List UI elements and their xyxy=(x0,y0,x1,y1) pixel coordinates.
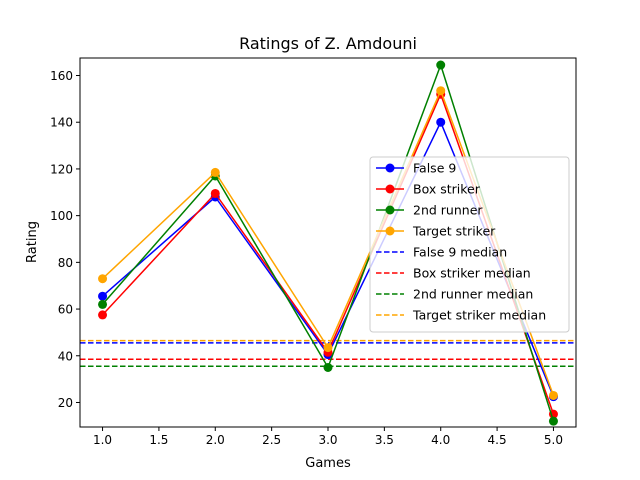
y-tick-label: 120 xyxy=(50,162,73,176)
x-axis-label: Games xyxy=(305,456,351,471)
data-point xyxy=(210,167,220,177)
data-point xyxy=(323,343,333,353)
legend-marker-swatch xyxy=(385,184,395,194)
y-axis: 20 40 60 80 100 120 140 160 xyxy=(50,69,80,410)
legend-item: Target striker median xyxy=(376,308,546,323)
y-tick-label: 140 xyxy=(50,116,73,130)
x-tick-label: 2.0 xyxy=(206,433,225,447)
data-point xyxy=(548,416,558,426)
legend-marker-swatch xyxy=(385,205,395,215)
x-tick-label: 1.0 xyxy=(93,433,112,447)
x-tick-label: 3.0 xyxy=(318,433,337,447)
y-tick-label: 60 xyxy=(58,303,73,317)
legend-marker-swatch xyxy=(385,226,395,236)
data-point xyxy=(323,362,333,372)
data-point xyxy=(98,310,108,320)
data-point xyxy=(210,188,220,198)
legend-item: False 9 xyxy=(376,161,456,176)
legend-item: Target striker xyxy=(376,224,496,239)
legend-label: Box striker median xyxy=(413,266,531,281)
data-point xyxy=(98,274,108,284)
y-tick-label: 20 xyxy=(58,396,73,410)
data-point xyxy=(436,117,446,127)
legend-label: 2nd runner xyxy=(413,203,483,218)
y-tick-label: 100 xyxy=(50,209,73,223)
x-axis: 1.0 1.5 2.0 2.5 3.0 3.5 4.0 4.5 5.0 xyxy=(93,427,563,447)
legend-marker-swatch xyxy=(385,163,395,173)
legend-item: 2nd runner xyxy=(376,203,483,218)
data-point xyxy=(98,299,108,309)
y-axis-label: Rating xyxy=(25,221,40,263)
legend-box xyxy=(369,156,570,333)
legend: False 9 Box striker 2nd runner Target strik… xyxy=(369,156,570,333)
x-tick-label: 3.5 xyxy=(375,433,394,447)
x-tick-label: 4.5 xyxy=(488,433,507,447)
legend-label: False 9 xyxy=(413,161,456,176)
y-tick-label: 40 xyxy=(58,349,73,363)
data-point xyxy=(548,390,558,400)
x-tick-label: 4.0 xyxy=(431,433,450,447)
legend-item: 2nd runner median xyxy=(376,287,533,302)
legend-label: Target striker median xyxy=(412,308,546,323)
legend-label: Target striker xyxy=(412,224,496,239)
chart-title: Ratings of Z. Amdouni xyxy=(239,34,417,53)
legend-item: False 9 median xyxy=(376,245,507,260)
x-tick-label: 5.0 xyxy=(544,433,563,447)
data-point xyxy=(436,60,446,70)
x-tick-label: 2.5 xyxy=(262,433,281,447)
plot-area xyxy=(80,60,576,426)
data-point xyxy=(436,86,446,96)
x-tick-label: 1.5 xyxy=(149,433,168,447)
y-tick-label: 160 xyxy=(50,69,73,83)
legend-item: Box striker median xyxy=(376,266,531,281)
data-point xyxy=(98,291,108,301)
legend-item: Box striker xyxy=(376,182,481,197)
legend-label: Box striker xyxy=(413,182,481,197)
y-tick-label: 80 xyxy=(58,256,73,270)
legend-label: 2nd runner median xyxy=(413,287,533,302)
legend-label: False 9 median xyxy=(413,245,507,260)
